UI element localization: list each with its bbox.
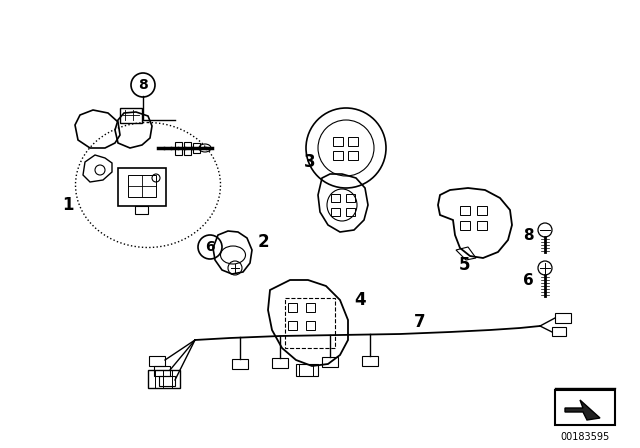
Text: 8: 8 — [523, 228, 533, 242]
Text: 3: 3 — [304, 153, 316, 171]
Text: 1: 1 — [62, 196, 74, 214]
Text: 7: 7 — [414, 313, 426, 331]
Text: 8: 8 — [138, 78, 148, 92]
Text: 4: 4 — [354, 291, 366, 309]
Text: 2: 2 — [257, 233, 269, 251]
Polygon shape — [565, 400, 600, 420]
Text: 6: 6 — [523, 272, 533, 288]
Text: 00183595: 00183595 — [561, 432, 610, 442]
Text: 6: 6 — [205, 240, 215, 254]
Text: 5: 5 — [460, 256, 471, 274]
